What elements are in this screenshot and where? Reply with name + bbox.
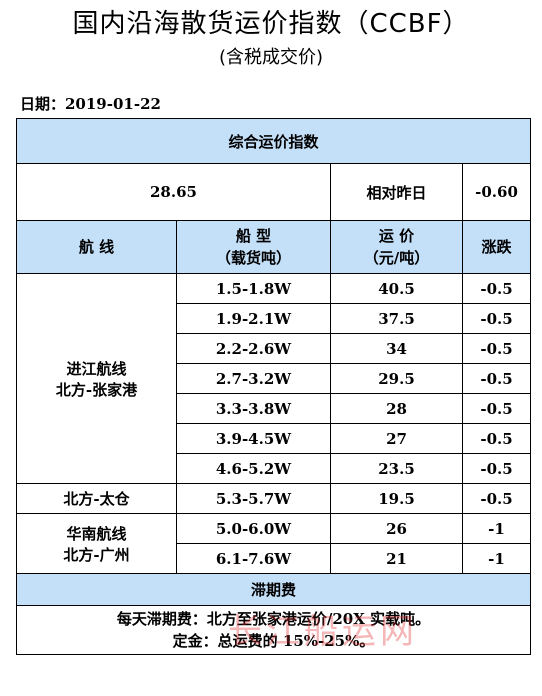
route-line2: 北方-张家港: [55, 380, 138, 399]
ship-type-cell: 3.3-3.8W: [176, 393, 331, 424]
header-ship-type-line2: （载货吨）: [215, 249, 291, 267]
change-cell: -0.5: [461, 333, 532, 364]
demurrage-title: 滞期费: [15, 573, 532, 606]
freight-cell: 40.5: [330, 273, 463, 304]
freight-cell: 28: [330, 393, 463, 424]
change-cell: -0.5: [461, 363, 532, 394]
header-change: 涨跌: [461, 220, 532, 274]
change-cell: -0.5: [461, 393, 532, 424]
route-line2: 北方-广州: [63, 545, 130, 564]
note-deposit: 定金：总运费的 15%-25%。: [172, 632, 375, 650]
freight-cell: 27: [330, 423, 463, 454]
header-freight-line1: 运 价: [378, 227, 415, 245]
header-freight-line2: （元/吨）: [363, 249, 430, 267]
composite-index-title: 综合运价指数: [15, 118, 532, 164]
table-row: 北方-太仓 5.3-5.7W 19.5 -0.5: [16, 483, 532, 514]
ship-type-cell: 5.3-5.7W: [176, 483, 331, 514]
change-cell: -0.5: [461, 453, 532, 484]
ship-type-cell: 3.9-4.5W: [176, 423, 331, 454]
change-cell: -0.5: [461, 303, 532, 334]
compare-label: 相对昨日: [330, 163, 463, 221]
table-row: 华南航线 北方-广州 5.0-6.0W 26 -1: [16, 513, 532, 574]
change-cell: -1: [461, 543, 532, 574]
ship-type-cell: 1.5-1.8W: [176, 273, 331, 304]
freight-cell: 37.5: [330, 303, 463, 334]
compare-value: -0.60: [461, 163, 532, 221]
ship-type-cell: 2.2-2.6W: [176, 333, 331, 364]
route-line1: 进江航线: [66, 359, 127, 378]
ship-type-cell: 1.9-2.1W: [176, 303, 331, 334]
header-ship-type-line1: 船 型: [235, 227, 272, 245]
ship-type-cell: 4.6-5.2W: [176, 453, 331, 484]
route-line1: 华南航线: [66, 524, 127, 543]
header-route: 航 线: [16, 220, 177, 274]
change-cell: -0.5: [461, 423, 532, 454]
freight-cell: 19.5: [330, 483, 463, 514]
ship-type-cell: 2.7-3.2W: [176, 363, 331, 394]
change-cell: -0.5: [461, 273, 532, 304]
table-row: 1.9-2.1W 37.5 -0.5: [16, 303, 532, 334]
freight-cell: 34: [330, 333, 463, 364]
header-ship-type: 船 型 （载货吨）: [176, 220, 331, 274]
freight-cell: 29.5: [330, 363, 463, 394]
date-label: 日期：2019-01-22: [20, 95, 161, 113]
note-demurrage: 每天滞期费：北方至张家港运价/20X 实载吨。: [116, 610, 431, 628]
route-cell: 北方-太仓: [16, 483, 177, 514]
freight-cell: 23.5: [330, 453, 463, 484]
freight-cell: 21: [330, 543, 463, 574]
notes-cell: 每天滞期费：北方至张家港运价/20X 实载吨。 定金：总运费的 15%-25%。: [15, 605, 532, 655]
freight-index-table: 综合运价指数 28.65 相对昨日 -0.60 航 线 船 型 （载货吨） 运 …: [15, 118, 532, 655]
ship-type-cell: 6.1-7.6W: [176, 543, 331, 574]
freight-cell: 26: [330, 513, 463, 544]
header-freight: 运 价 （元/吨）: [330, 220, 463, 274]
composite-index-value: 28.65: [16, 163, 331, 221]
page-subtitle: (含税成交价): [218, 47, 324, 68]
route-cell: 华南航线 北方-广州: [16, 513, 177, 574]
table-row: 进江航线 北方-张家港 1.5-1.8W 40.5 -0.5: [16, 273, 532, 484]
change-cell: -1: [461, 513, 532, 544]
change-cell: -0.5: [461, 483, 532, 514]
route-cell: 进江航线 北方-张家港: [16, 273, 177, 484]
page-title: 国内沿海散货运价指数（CCBF）: [72, 9, 470, 39]
ship-type-cell: 5.0-6.0W: [176, 513, 331, 544]
table-row: 4.6-5.2W 23.5 -0.5: [16, 453, 532, 484]
